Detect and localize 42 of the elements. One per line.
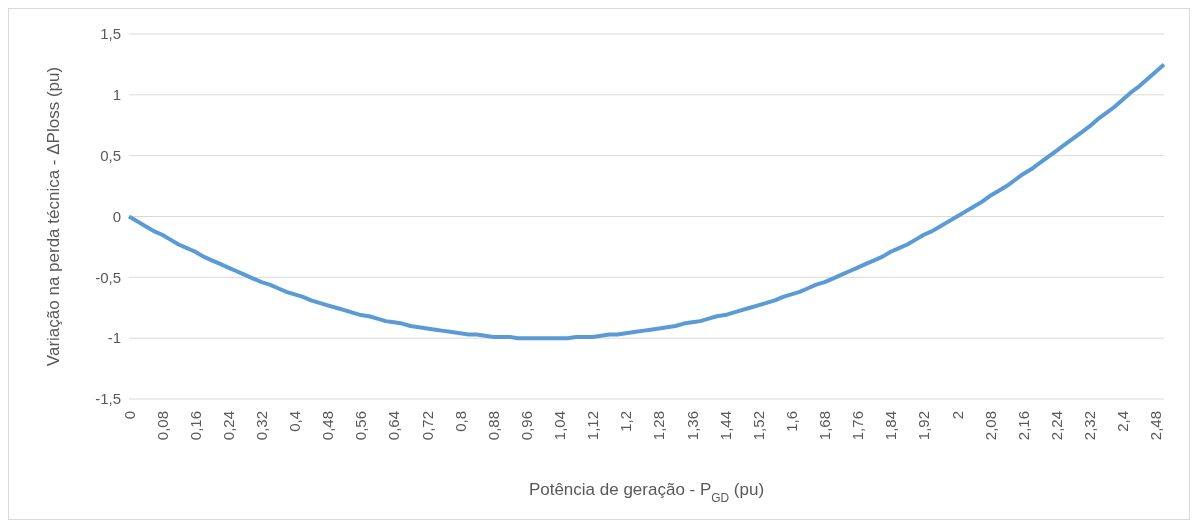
x-tick-label: 0,72 bbox=[418, 411, 436, 441]
x-tick-label: 1,6 bbox=[782, 411, 800, 432]
x-tick-label: 0,4 bbox=[286, 411, 304, 432]
line-series bbox=[127, 62, 1166, 341]
y-tick-label: -1 bbox=[107, 329, 121, 347]
y-tick-label: 0,5 bbox=[100, 146, 121, 164]
x-tick-label: 0,96 bbox=[517, 411, 535, 441]
x-tick-label: 2,48 bbox=[1147, 411, 1165, 441]
x-tick-label: 0,88 bbox=[484, 411, 502, 441]
x-tick-label: 2,24 bbox=[1047, 411, 1065, 441]
x-tick-label: 1,44 bbox=[716, 411, 734, 441]
x-tick-label: 1,92 bbox=[915, 411, 933, 441]
x-tick-label: 0,08 bbox=[153, 411, 171, 441]
x-tick-label: 2,08 bbox=[981, 411, 999, 441]
x-tick-label: 0 bbox=[120, 411, 138, 420]
x-tick-label: 1,52 bbox=[749, 411, 767, 441]
x-tick-label: 1,28 bbox=[650, 411, 668, 441]
x-tick-label: 2,4 bbox=[1114, 411, 1132, 432]
x-tick-label: 0,48 bbox=[319, 411, 337, 441]
x-tick-label: 1,2 bbox=[617, 411, 635, 432]
x-tick-label: 0,64 bbox=[385, 411, 403, 441]
x-tick-label: 0,24 bbox=[219, 411, 237, 441]
x-tick-label: 2,16 bbox=[1014, 411, 1032, 441]
x-tick-label: 1,36 bbox=[683, 411, 701, 441]
x-tick-label: 1,68 bbox=[816, 411, 834, 441]
x-tick-label: 2 bbox=[948, 411, 966, 420]
y-tick-label: -1,5 bbox=[95, 390, 121, 408]
x-tick-label: 1,04 bbox=[551, 411, 569, 441]
y-tick-label: 1,5 bbox=[100, 25, 121, 43]
x-tick-label: 2,32 bbox=[1080, 411, 1098, 441]
x-tick-label: 0,56 bbox=[352, 411, 370, 441]
y-tick-label: 1 bbox=[112, 86, 121, 104]
x-tick-label: 0,16 bbox=[186, 411, 204, 441]
y-axis-title: Variação na perda técnica - ΔPloss (pu) bbox=[43, 66, 63, 367]
x-tick-label: 0,8 bbox=[451, 411, 469, 432]
y-tick-label: -0,5 bbox=[95, 268, 121, 286]
y-tick-label: 0 bbox=[112, 207, 121, 225]
x-tick-label: 1,12 bbox=[584, 411, 602, 441]
x-tick-label: 1,76 bbox=[849, 411, 867, 441]
x-tick-label: 1,84 bbox=[882, 411, 900, 441]
x-axis-title: Potência de geração - P$_{GD}$ (pu) bbox=[528, 480, 765, 505]
x-tick-label: 0,32 bbox=[252, 411, 270, 441]
